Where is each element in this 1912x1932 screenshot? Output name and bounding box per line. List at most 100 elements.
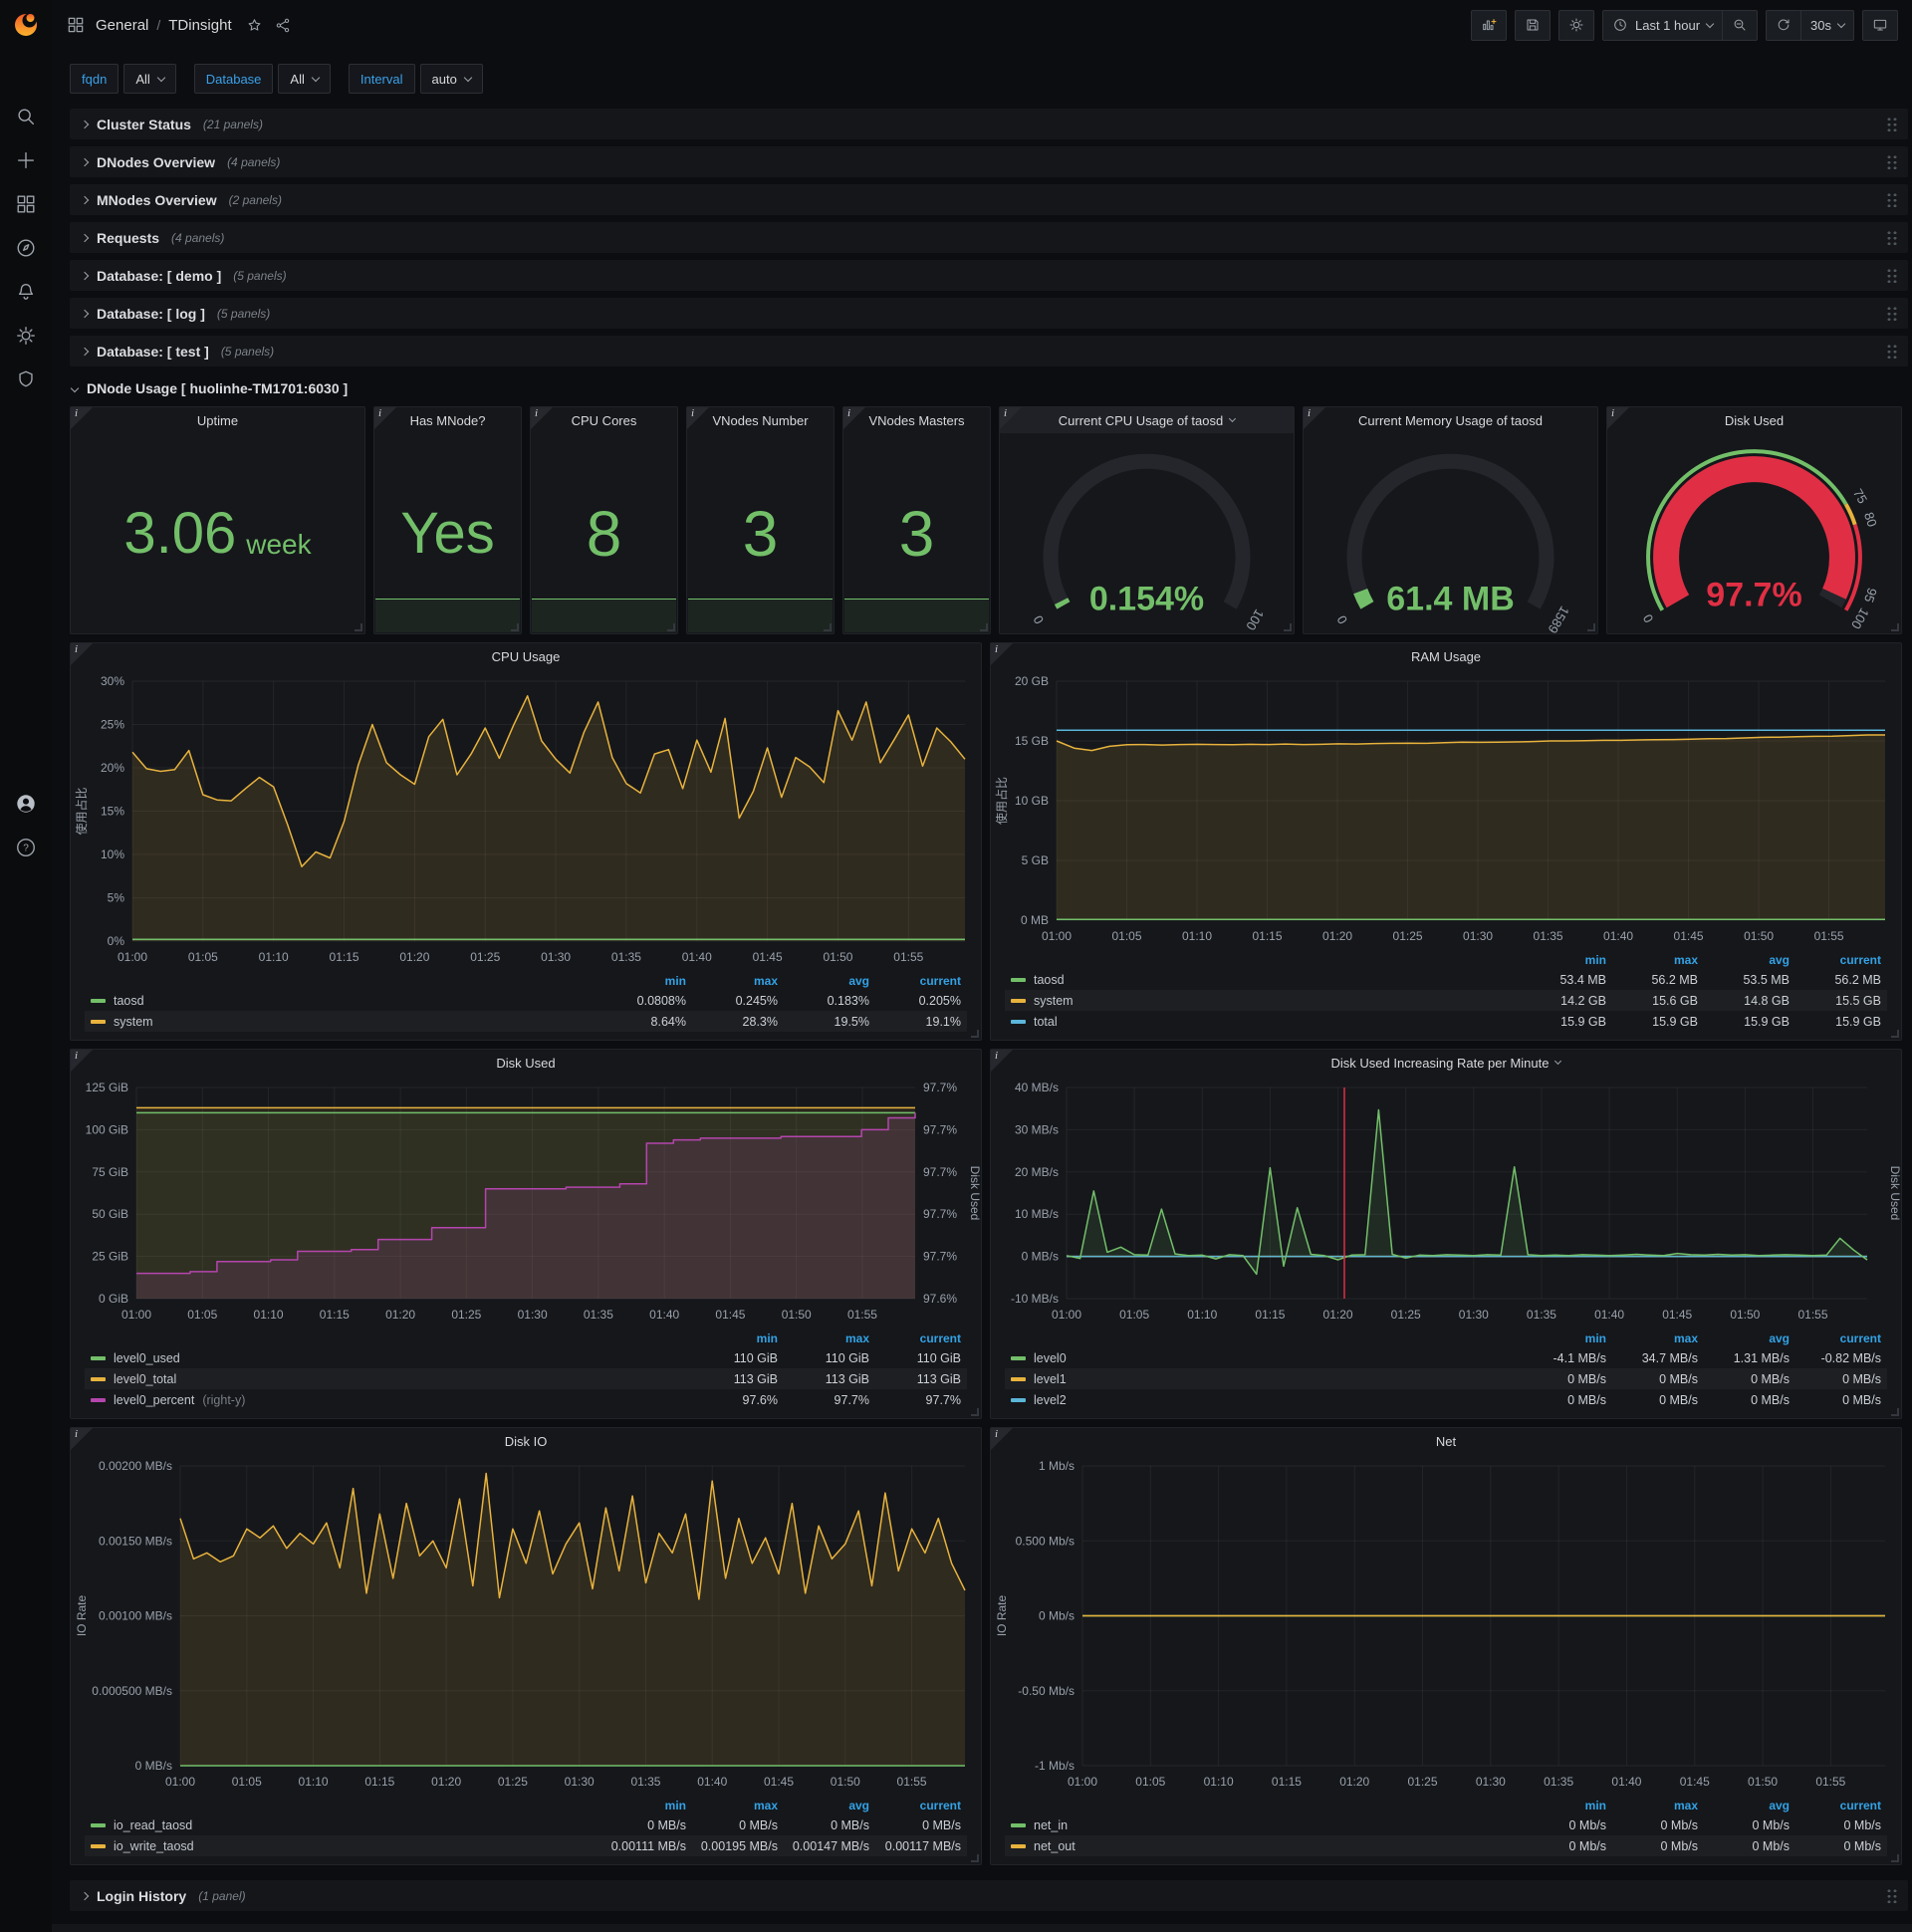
legend-series[interactable]: level0_total — [91, 1372, 686, 1386]
legend-series[interactable]: taosd — [91, 994, 595, 1008]
legend-column-min: min — [664, 1798, 686, 1812]
row-database-demo[interactable]: Database: [ demo ] (5 panels) — [70, 260, 1908, 291]
drag-handle[interactable] — [1886, 117, 1898, 132]
drag-handle[interactable] — [1886, 192, 1898, 208]
tv-mode-button[interactable] — [1863, 11, 1897, 40]
drag-handle[interactable] — [1886, 306, 1898, 322]
legend-series[interactable]: io_read_taosd — [91, 1818, 595, 1832]
breadcrumb-folder[interactable]: General — [96, 16, 149, 34]
panel-title[interactable]: Uptime — [196, 412, 239, 428]
svg-text:10 GB: 10 GB — [1015, 794, 1049, 808]
memory-gauge[interactable]: 0 1589 61.4 MB — [1304, 433, 1597, 633]
refresh-interval-dropdown[interactable]: 30s — [1800, 10, 1853, 40]
variable-database-value[interactable]: All — [278, 64, 331, 94]
chart-canvas[interactable]: 01:00 01:05 01:10 01:15 01:20 01:25 01:30 01:35… — [71, 1076, 981, 1327]
legend-value: 0.183% — [827, 993, 869, 1008]
legend-series[interactable]: net_in — [1011, 1818, 1515, 1832]
row-title: Database: [ test ] — [97, 343, 209, 360]
legend-series[interactable]: net_out — [1011, 1839, 1515, 1853]
legend-series[interactable]: level0 — [1011, 1351, 1515, 1365]
help-icon[interactable]: ? — [15, 837, 37, 858]
panel-title[interactable]: RAM Usage — [1410, 648, 1482, 664]
refresh-button[interactable] — [1767, 11, 1800, 40]
panel-title[interactable]: Current Memory Usage of taosd — [1358, 412, 1543, 428]
disk-gauge[interactable]: 0 75 80 95 100 97.7% — [1607, 433, 1901, 633]
svg-text:0: 0 — [1334, 612, 1351, 626]
row-panel-count: (5 panels) — [216, 306, 271, 321]
zoom-out-time-button[interactable] — [1722, 10, 1757, 40]
drag-handle[interactable] — [1886, 230, 1898, 246]
legend-row: io_write_taosd 0.00111 MB/s 0.00195 MB/s 0.… — [85, 1835, 967, 1856]
alerting-bell-icon[interactable] — [15, 281, 37, 303]
server-admin-shield-icon[interactable] — [15, 368, 37, 390]
explore-compass-icon[interactable] — [15, 237, 37, 259]
chart-canvas[interactable]: 01:00 01:05 01:10 01:15 01:20 01:25 01:30 01:35… — [71, 1454, 981, 1794]
row-database-log[interactable]: Database: [ log ] (5 panels) — [70, 298, 1908, 329]
row-database-test[interactable]: Database: [ test ] (5 panels) — [70, 336, 1908, 366]
svg-text:0.00200 MB/s: 0.00200 MB/s — [99, 1459, 172, 1473]
create-plus-icon[interactable] — [15, 149, 37, 171]
chart-canvas[interactable]: 01:00 01:05 01:10 01:15 01:20 01:25 01:30 01:35… — [991, 1454, 1901, 1794]
variable-interval-label[interactable]: Interval — [348, 64, 415, 94]
legend-value: -4.1 MB/s — [1553, 1350, 1607, 1365]
panel-title[interactable]: Disk Used — [496, 1055, 556, 1071]
drag-handle[interactable] — [1886, 1888, 1898, 1904]
row-requests[interactable]: Requests (4 panels) — [70, 222, 1908, 253]
breadcrumb-dashboard[interactable]: TDinsight — [168, 16, 232, 34]
svg-text:01:05: 01:05 — [1119, 1308, 1149, 1322]
series-color-swatch — [91, 1376, 106, 1381]
variable-database-label[interactable]: Database — [193, 64, 274, 94]
stat-value-area: 3.06 week — [71, 433, 364, 633]
share-icon[interactable] — [275, 17, 292, 34]
chevron-right-icon — [80, 309, 90, 318]
panel-title[interactable]: VNodes Masters — [868, 412, 965, 428]
legend-series[interactable]: io_write_taosd — [91, 1839, 595, 1853]
chart-canvas[interactable]: 01:00 01:05 01:10 01:15 01:20 01:25 01:30 01:35… — [991, 669, 1901, 948]
save-dashboard-button[interactable] — [1516, 11, 1550, 40]
legend-series[interactable]: taosd — [1011, 973, 1515, 987]
row-login-history[interactable]: Login History (1 panel) — [70, 1880, 1908, 1911]
panel-title[interactable]: CPU Usage — [491, 648, 561, 664]
drag-handle[interactable] — [1886, 268, 1898, 284]
legend-series[interactable]: level0_used — [91, 1351, 686, 1365]
dashboard-settings-button[interactable] — [1559, 11, 1593, 40]
legend-value: 0 MB/s — [1659, 1392, 1698, 1407]
svg-text:01:05: 01:05 — [188, 950, 218, 964]
panel-title[interactable]: Current CPU Usage of taosd — [1000, 407, 1294, 433]
variable-fqdn-label[interactable]: fqdn — [70, 64, 120, 94]
row-cluster-status[interactable]: Cluster Status (21 panels) — [70, 109, 1908, 139]
panel-title[interactable]: VNodes Number — [712, 412, 809, 428]
legend-series[interactable]: level2 — [1011, 1393, 1515, 1407]
panel-title[interactable]: CPU Cores — [571, 412, 637, 428]
panel-title[interactable]: Has MNode? — [409, 412, 486, 428]
configuration-gear-icon[interactable] — [15, 325, 37, 347]
row-dnodes-overview[interactable]: DNodes Overview (4 panels) — [70, 146, 1908, 177]
panel-title[interactable]: Disk Used — [1724, 412, 1785, 428]
svg-text:-1 Mb/s: -1 Mb/s — [1035, 1759, 1075, 1773]
chart-canvas[interactable]: 01:00 01:05 01:10 01:15 01:20 01:25 01:30 01:35… — [71, 669, 981, 969]
user-avatar[interactable] — [15, 793, 37, 815]
legend-series[interactable]: system — [1011, 994, 1515, 1008]
variable-interval-value[interactable]: auto — [419, 64, 483, 94]
star-icon[interactable] — [246, 17, 263, 34]
panel-title[interactable]: Disk IO — [504, 1433, 548, 1449]
legend-series[interactable]: system — [91, 1015, 595, 1029]
row-dnode-usage[interactable]: DNode Usage [ huolinhe-TM1701:6030 ] — [70, 375, 348, 401]
legend-series[interactable]: level1 — [1011, 1372, 1515, 1386]
drag-handle[interactable] — [1886, 154, 1898, 170]
svg-text:01:25: 01:25 — [1408, 1775, 1438, 1789]
search-icon[interactable] — [15, 106, 37, 127]
cpu-gauge[interactable]: 0 100 0.154% — [1000, 433, 1294, 633]
time-range-picker[interactable]: Last 1 hour — [1603, 11, 1722, 40]
grafana-logo[interactable] — [11, 9, 41, 39]
legend-series[interactable]: level0_percent (right-y) — [91, 1393, 686, 1407]
drag-handle[interactable] — [1886, 344, 1898, 360]
variable-fqdn-value[interactable]: All — [123, 64, 176, 94]
row-mnodes-overview[interactable]: MNodes Overview (2 panels) — [70, 184, 1908, 215]
legend-series[interactable]: total — [1011, 1015, 1515, 1029]
panel-title[interactable]: Disk Used Increasing Rate per Minute — [991, 1050, 1901, 1076]
panel-title[interactable]: Net — [1435, 1433, 1457, 1449]
add-panel-button[interactable] — [1472, 11, 1506, 40]
dashboards-icon[interactable] — [15, 193, 37, 215]
chart-canvas[interactable]: 01:00 01:05 01:10 01:15 01:20 01:25 01:30 01:35… — [991, 1076, 1901, 1327]
